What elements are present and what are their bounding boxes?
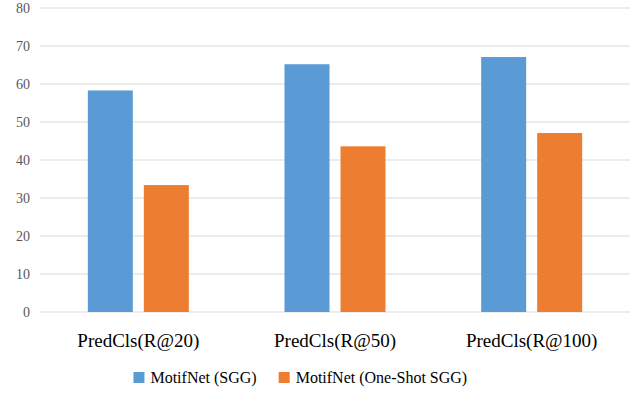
bar [481, 57, 526, 312]
legend: MotifNet (SGG) MotifNet (One-Shot SGG) [133, 369, 467, 387]
y-tick-label: 10 [16, 267, 30, 282]
y-tick-label: 0 [23, 305, 30, 320]
bar [144, 185, 189, 312]
x-tick-label: PredCls(R@50) [274, 330, 396, 352]
grid-line [40, 46, 630, 47]
y-tick-label: 40 [16, 153, 30, 168]
y-tick-label: 50 [16, 115, 30, 130]
bar [341, 146, 386, 312]
legend-label: MotifNet (SGG) [150, 369, 256, 387]
legend-swatch [133, 372, 144, 383]
x-tick-label: PredCls(R@20) [77, 330, 199, 352]
x-tick-label: PredCls(R@100) [466, 330, 598, 352]
chart-container: 0 10 20 30 40 50 60 70 80 PredCls(R@20) PredCls(R@… [0, 0, 636, 396]
bar [537, 133, 582, 312]
y-tick-label: 20 [16, 229, 30, 244]
y-tick-label: 60 [16, 77, 30, 92]
y-tick-label: 80 [16, 1, 30, 16]
bar [88, 90, 133, 312]
chart-svg: 0 10 20 30 40 50 60 70 80 PredCls(R@20) PredCls(R@… [0, 0, 636, 396]
grid-line [40, 8, 630, 9]
legend-label: MotifNet (One-Shot SGG) [296, 369, 468, 387]
legend-swatch [279, 372, 290, 383]
y-tick-label: 30 [16, 191, 30, 206]
grid-line [40, 84, 630, 85]
bars [88, 57, 582, 312]
bar [285, 64, 330, 312]
y-tick-label: 70 [16, 39, 30, 54]
